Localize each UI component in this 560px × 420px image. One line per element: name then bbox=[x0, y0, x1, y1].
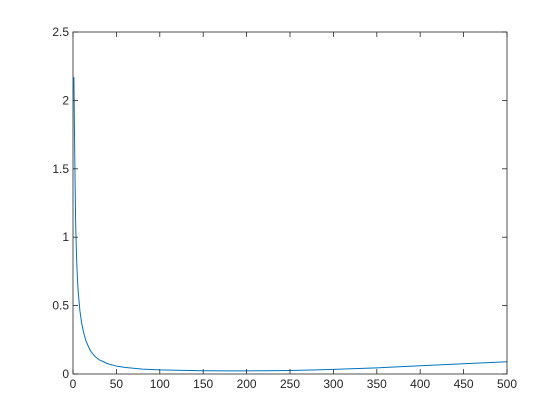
x-tick-label: 500 bbox=[497, 377, 517, 391]
ticks-layer bbox=[72, 31, 508, 375]
x-tick-label: 250 bbox=[280, 377, 300, 391]
x-tick-label: 450 bbox=[454, 377, 474, 391]
x-tick-label: 400 bbox=[410, 377, 430, 391]
series-line-0 bbox=[73, 77, 508, 372]
x-tick-label: 50 bbox=[110, 377, 124, 391]
x-tick-label: 300 bbox=[323, 377, 343, 391]
y-tick-label: 1 bbox=[62, 230, 69, 244]
y-tick-label: 2.5 bbox=[52, 25, 69, 39]
x-tick-label: 0 bbox=[70, 377, 77, 391]
tick-labels-layer: 0 50 100 150 200 250 300 350 400 450 500 0 0.5 1 1.5 2 2… bbox=[52, 25, 517, 391]
y-tick-label: 0 bbox=[62, 367, 69, 381]
x-tick-label: 350 bbox=[367, 377, 387, 391]
plot-background bbox=[73, 32, 507, 374]
y-tick-label: 2 bbox=[62, 93, 69, 107]
y-tick-label: 1.5 bbox=[52, 162, 69, 176]
x-tick-label: 200 bbox=[237, 377, 257, 391]
x-tick-label: 150 bbox=[193, 377, 213, 391]
x-tick-label: 100 bbox=[150, 377, 170, 391]
series-layer bbox=[73, 77, 508, 372]
y-tick-label: 0.5 bbox=[52, 299, 69, 313]
